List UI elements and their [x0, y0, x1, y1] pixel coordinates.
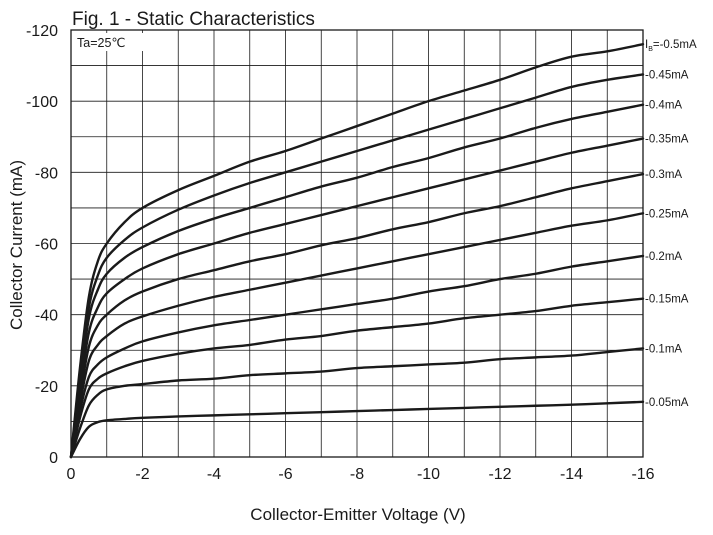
curve-ib-0.25ma	[69, 212, 645, 459]
curve-label: -0.05mA	[645, 397, 689, 409]
x-tick-label: -4	[207, 466, 221, 483]
curve-ib-0.45ma	[69, 73, 645, 459]
x-tick-label: -16	[631, 466, 654, 483]
x-tick-label: -14	[560, 466, 583, 483]
x-tick-label: 0	[67, 466, 76, 483]
x-tick-labels: 0 -2 -4 -6 -8 -10 -12 -14 -16	[67, 466, 655, 483]
curves	[69, 43, 645, 459]
y-tick-labels: 0 -20 -40 -60 -80 -100 -120	[26, 23, 58, 467]
curve-ib-0.5ma	[69, 43, 645, 459]
curve-labels: IB=-0.5mA -0.45mA -0.4mA -0.35mA -0.3mA -0.25…	[645, 39, 697, 409]
curve-label: -0.25mA	[645, 208, 689, 220]
y-tick-label: -20	[35, 379, 58, 396]
x-tick-label: -8	[350, 466, 364, 483]
curve-label: IB=-0.5mA	[645, 39, 697, 53]
x-tick-label: -10	[417, 466, 440, 483]
x-tick-label: -6	[278, 466, 292, 483]
y-axis-label: Collector Current (mA)	[7, 160, 26, 330]
y-tick-label: -60	[35, 237, 58, 254]
grid	[71, 30, 643, 457]
x-tick-label: -2	[135, 466, 149, 483]
temperature-annotation: Ta=25℃	[77, 36, 125, 50]
curve-label: -0.4mA	[645, 100, 682, 112]
chart-title: Fig. 1 - Static Characteristics	[72, 9, 315, 30]
curve-ib-0.4ma	[69, 103, 645, 459]
curve-label: -0.15mA	[645, 294, 689, 306]
annotation-bg	[74, 33, 148, 51]
curve-ib-0.35ma	[69, 137, 645, 459]
x-axis-label: Collector-Emitter Voltage (V)	[250, 505, 465, 524]
y-tick-label: -120	[26, 23, 58, 40]
curve-ib-0.2ma	[69, 254, 645, 459]
curve-label: -0.35mA	[645, 134, 689, 146]
plot-frame	[70, 29, 644, 458]
curve-label: -0.3mA	[645, 169, 682, 181]
y-tick-label: -80	[35, 165, 58, 182]
curve-label: -0.45mA	[645, 69, 689, 81]
y-tick-label: 0	[49, 450, 58, 467]
curve-label: -0.1mA	[645, 343, 682, 355]
curve-ib-0.1ma	[69, 347, 645, 459]
y-tick-label: -40	[35, 308, 58, 325]
curve-ib-0.3ma	[69, 172, 645, 459]
curve-label: -0.2mA	[645, 251, 682, 263]
curve-ib-0.15ma	[69, 297, 645, 459]
x-tick-label: -12	[488, 466, 511, 483]
y-tick-label: -100	[26, 94, 58, 111]
curve-ib-0.05ma	[69, 400, 645, 459]
